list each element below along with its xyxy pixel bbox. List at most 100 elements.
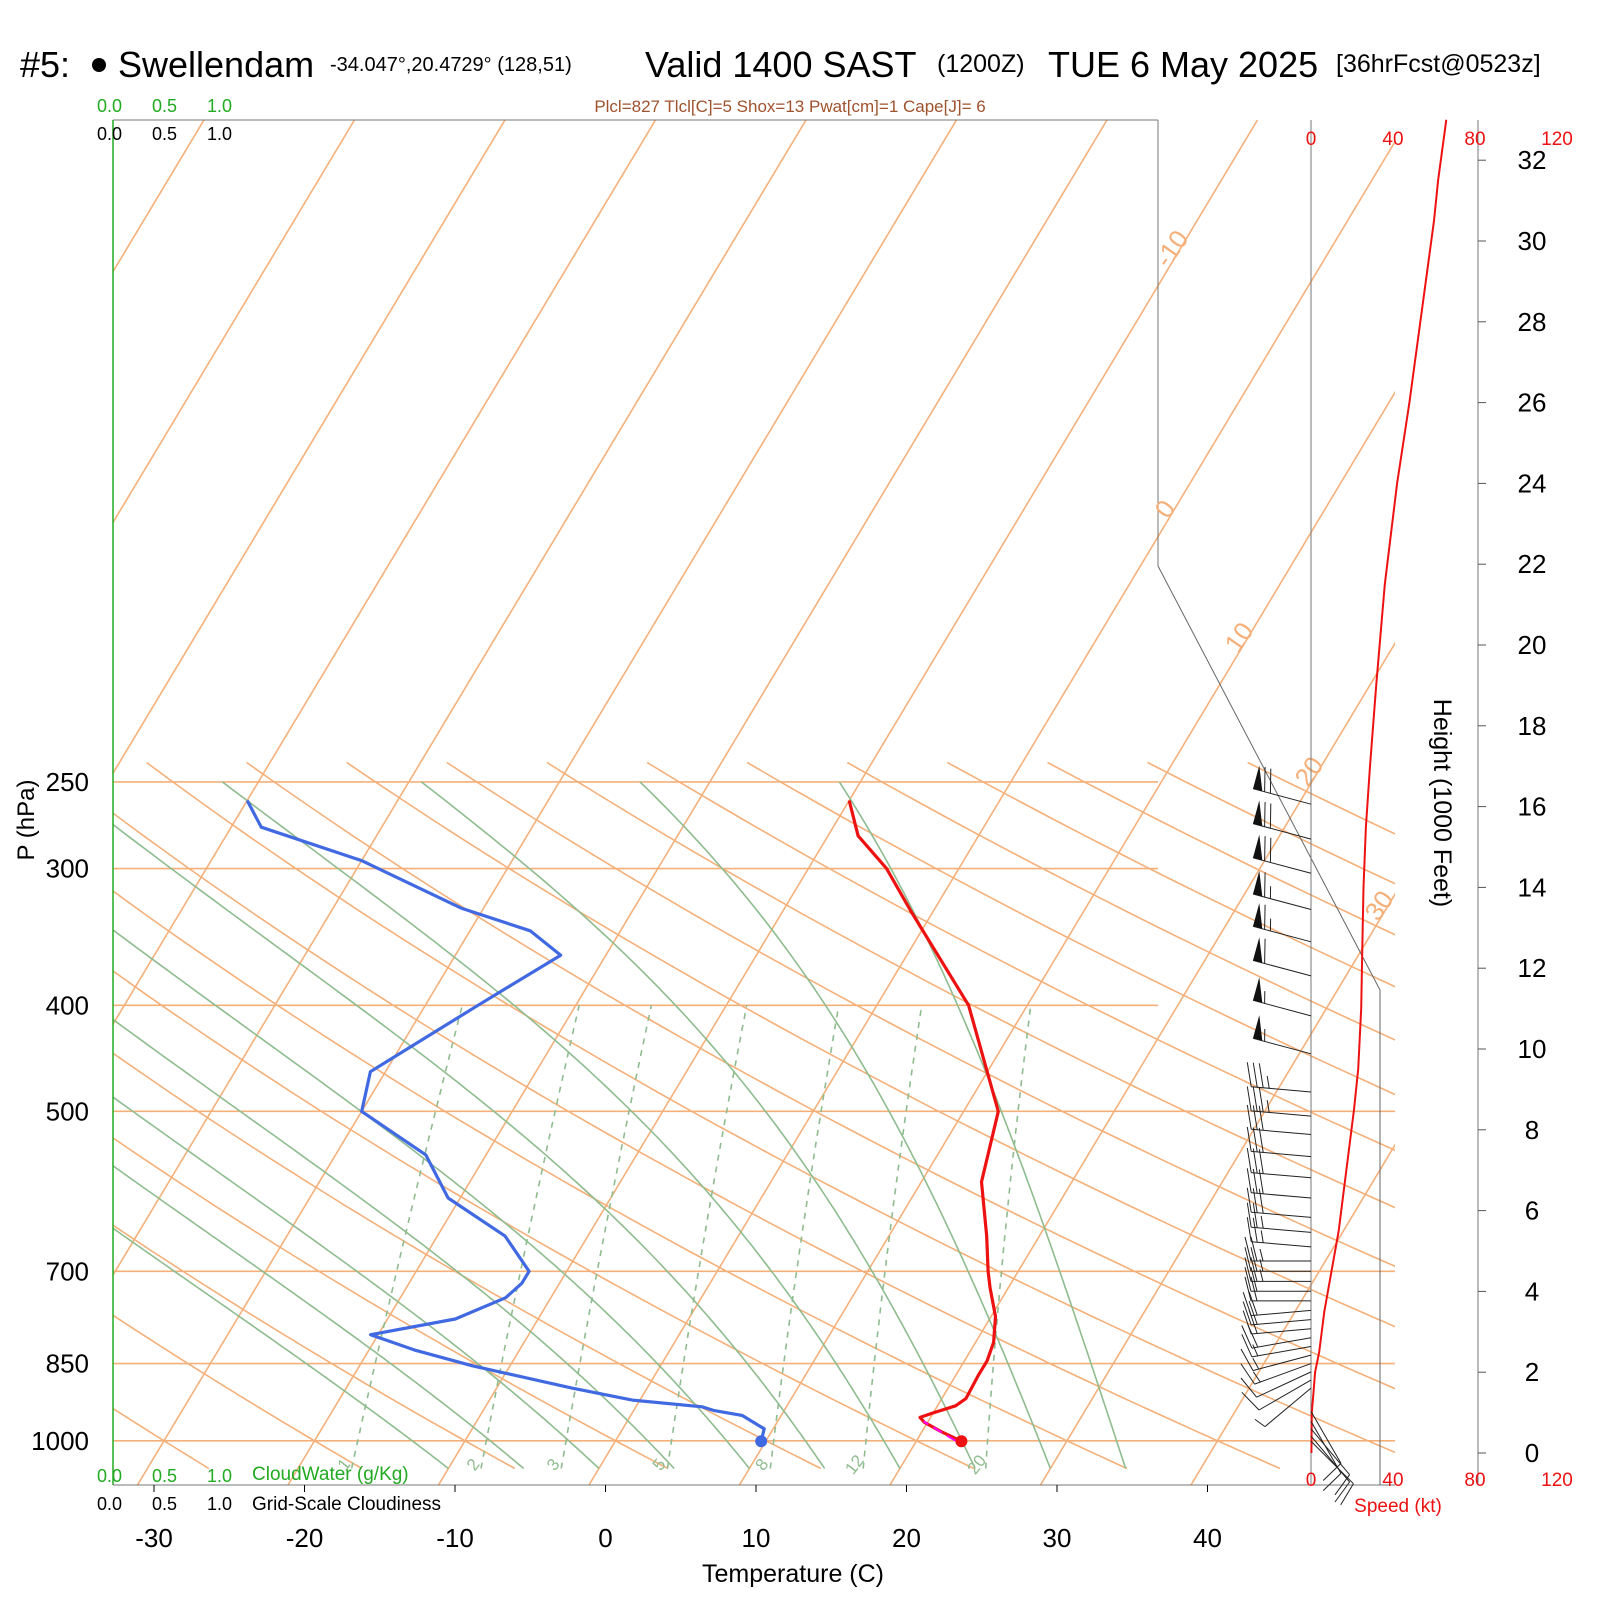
isotherm-label: 10 — [1218, 617, 1259, 658]
barb-staff — [1310, 1440, 1354, 1485]
barb-full — [1250, 1236, 1258, 1262]
barb-full — [1250, 1276, 1258, 1302]
moist-adiabat — [113, 823, 826, 1469]
isotherm — [287, 120, 1108, 1485]
barb-full — [1252, 1168, 1258, 1194]
barb-staff — [1258, 1379, 1312, 1411]
dry-adiabat — [646, 761, 1395, 1152]
barb-full — [1322, 1473, 1342, 1491]
barb-staff — [1251, 1128, 1312, 1136]
barb-staff — [1264, 1387, 1312, 1427]
barb-staff — [1252, 1037, 1312, 1055]
wind-barb — [1252, 834, 1312, 874]
surface-temperature-dot — [955, 1435, 968, 1448]
valid-date: TUE 6 May 2025 — [1048, 44, 1319, 85]
y-tick-label: 850 — [46, 1349, 89, 1379]
isotherm — [889, 641, 1395, 1485]
barb-half — [1252, 1358, 1260, 1370]
wind-barb — [1246, 1086, 1312, 1117]
temperature-line — [847, 800, 1000, 1443]
x-tick-label: -10 — [436, 1523, 474, 1553]
mixing-ratio-label: 8 — [752, 1455, 773, 1474]
barb-staff — [1251, 1226, 1312, 1233]
barb-staff — [1251, 1241, 1312, 1248]
isotherm — [738, 390, 1395, 1485]
isotherm — [437, 120, 1259, 1485]
wind-barb — [1252, 870, 1312, 911]
speed-tick-top: 40 — [1382, 129, 1403, 150]
wind-barb — [1240, 1371, 1312, 1398]
dry-adiabat — [113, 1136, 669, 1470]
barb-staff — [1310, 1428, 1350, 1476]
barb-full — [1240, 1377, 1257, 1398]
barb-full — [1244, 1257, 1252, 1282]
parcel-line — [923, 1420, 957, 1442]
barb-full — [1252, 1086, 1258, 1112]
barb-half — [1252, 1344, 1259, 1357]
wind-barb — [1310, 1440, 1354, 1506]
wind-barb — [1241, 1324, 1312, 1349]
barb-full — [1258, 1188, 1264, 1214]
moist-adiabat — [420, 781, 976, 1469]
wind-barb — [1246, 1126, 1312, 1158]
mixing-ratio-line — [480, 1005, 580, 1469]
cloudiness-scale-top: 0.0 0.5 1.0 — [97, 124, 232, 144]
wind-barb — [1246, 1217, 1312, 1248]
barb-half — [1266, 1100, 1270, 1113]
barb-full — [1258, 1149, 1264, 1174]
height-tick-label: 22 — [1518, 549, 1547, 579]
mixing-ratio-line — [984, 1005, 1032, 1469]
wind-barb — [1246, 1168, 1312, 1199]
barb-full — [1246, 1202, 1252, 1228]
wind-barb — [1310, 1411, 1342, 1481]
wind-barb — [1252, 903, 1312, 943]
height-tick-label: 10 — [1518, 1034, 1547, 1064]
dry-adiabat — [146, 761, 1395, 1454]
cloudiness-scale-bottom: 0.0 0.5 1.0 — [97, 1494, 232, 1514]
cloudwater-scale-bottom: 0.0 0.5 1.0 — [97, 1466, 232, 1486]
wind-barb — [1244, 1276, 1312, 1302]
barb-staff — [1251, 1345, 1312, 1358]
barb-full — [1244, 1276, 1252, 1302]
barb-full — [1246, 1217, 1252, 1242]
x-tick-label: 0 — [598, 1523, 612, 1553]
barb-full — [1248, 1300, 1258, 1325]
barb-full — [1252, 1203, 1258, 1228]
barb-full — [1334, 1481, 1351, 1503]
barb-staff — [1251, 1309, 1312, 1317]
barb-staff — [1252, 823, 1312, 840]
wind-barb — [1244, 1257, 1312, 1282]
isotherm — [113, 120, 506, 775]
speed-tick-top: 80 — [1464, 129, 1485, 150]
barb-full — [1258, 1127, 1264, 1153]
mixing-ratio-label: 3 — [543, 1455, 564, 1474]
wind-barb — [1246, 1202, 1312, 1233]
barb-full — [1264, 801, 1266, 827]
barb-staff — [1251, 1172, 1312, 1179]
x-tick-label: -20 — [286, 1523, 324, 1553]
height-tick-label: 30 — [1518, 226, 1547, 256]
dewpoint-line — [245, 799, 766, 1442]
chart-header: #5: Swellendam -34.047°,20.4729° (128,51… — [0, 0, 1600, 100]
moist-adiabat — [113, 929, 751, 1469]
barb-half — [1260, 1215, 1264, 1229]
wind-barb — [1244, 1236, 1312, 1262]
stability-indices: Plcl=827 Tlcl[C]=5 Shox=13 Pwat[cm]=1 Ca… — [594, 97, 985, 116]
profiles — [245, 799, 1000, 1448]
barb-half — [1254, 1418, 1266, 1428]
frame-right-slant — [1157, 565, 1381, 1485]
barb-staff — [1251, 1150, 1312, 1158]
barb-full — [1241, 1391, 1260, 1411]
isotherm — [1190, 1143, 1395, 1485]
barb-full — [1248, 1309, 1258, 1334]
speed-tick-bot: 0 — [1306, 1470, 1317, 1491]
wind-barb — [1246, 1148, 1312, 1179]
barb-staff — [1310, 1421, 1342, 1474]
barb-full — [1264, 938, 1266, 964]
mixing-ratio-line — [350, 1005, 464, 1469]
moist-adiabat — [113, 1018, 675, 1470]
barb-half — [1266, 1076, 1270, 1089]
moist-adiabat — [639, 781, 1052, 1469]
barb-full — [1264, 904, 1266, 930]
